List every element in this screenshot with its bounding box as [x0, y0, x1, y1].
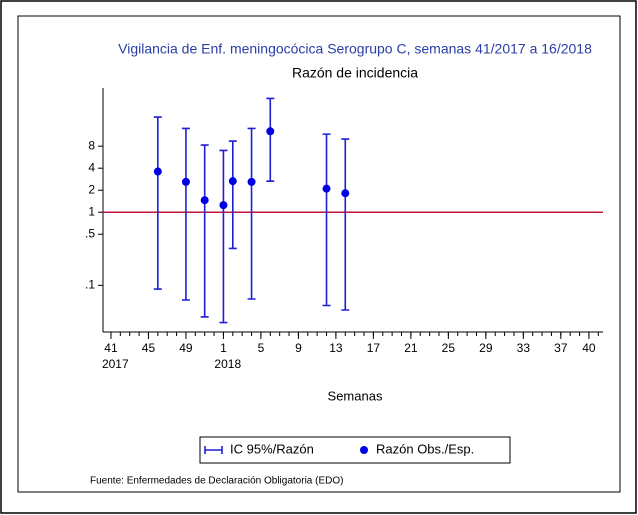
y-tick-label: 4	[88, 160, 95, 174]
error-bar	[153, 116, 162, 290]
error-bar	[247, 127, 256, 300]
y-tick-label: .5	[85, 226, 95, 240]
point	[341, 189, 350, 198]
x-tick-label: 49	[179, 341, 193, 355]
point	[219, 201, 228, 210]
legend-box	[199, 436, 511, 464]
x-tick-label: 1	[220, 341, 227, 355]
x-axis-title: Semanas	[328, 388, 383, 403]
x-tick-label: 41	[104, 341, 118, 355]
x-tick-label: 13	[329, 341, 343, 355]
legend-label: Razón Obs./Esp.	[376, 441, 474, 456]
x-tick-label: 40	[582, 341, 596, 355]
y-tick-label: 2	[88, 182, 95, 196]
legend-symbol	[204, 446, 223, 454]
point	[153, 167, 162, 176]
point	[322, 184, 331, 193]
y-tick-label: .1	[85, 278, 95, 292]
x-tick-label: 33	[517, 341, 531, 355]
x-tick-label: 37	[554, 341, 568, 355]
x-tick-label: 17	[367, 341, 381, 355]
plot-frame	[17, 15, 621, 493]
error-bar	[200, 144, 209, 318]
point	[228, 177, 237, 186]
error-bar	[341, 138, 350, 311]
chart-title: Vigilancia de Enf. meningocócica Serogru…	[118, 41, 592, 57]
legend-symbol	[360, 446, 368, 454]
point	[266, 127, 275, 136]
x-tick-label: 5	[258, 341, 265, 355]
error-bar	[219, 149, 228, 324]
x-tick-label: 21	[404, 341, 418, 355]
error-bar	[228, 140, 237, 250]
y-tick-label: 8	[88, 138, 95, 152]
chart-subtitle: Razón de incidencia	[292, 65, 418, 81]
point	[247, 177, 256, 186]
point	[181, 177, 190, 186]
x-tick-label: 25	[442, 341, 456, 355]
error-bar	[322, 133, 331, 307]
error-bar	[181, 127, 190, 301]
error-bar	[266, 97, 275, 182]
x-tick-label: 45	[142, 341, 156, 355]
year-label: 2017	[102, 357, 129, 371]
legend-label: IC 95%/Razón	[230, 441, 314, 456]
year-label: 2018	[214, 357, 241, 371]
x-tick-label: 9	[295, 341, 302, 355]
y-tick-label: 1	[88, 204, 95, 218]
point	[200, 196, 209, 205]
source-note: Fuente: Enfermedades de Declaración Obli…	[90, 476, 343, 487]
x-tick-label: 29	[479, 341, 493, 355]
